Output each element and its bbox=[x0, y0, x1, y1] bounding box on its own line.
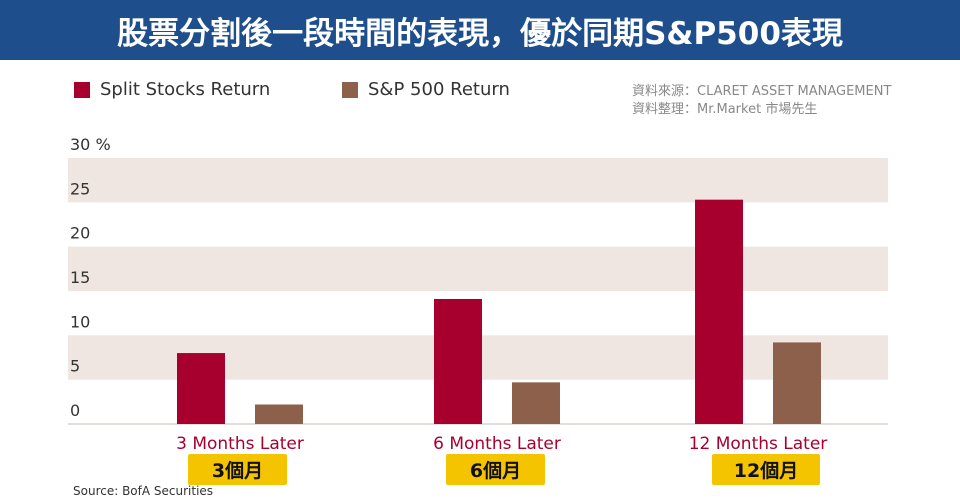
credit-compiler-line: 資料整理：Mr.Market 市場先生 bbox=[632, 102, 818, 117]
legend-item-sp500: S&P 500 Return bbox=[342, 79, 510, 100]
legend-label-split-stocks: Split Stocks Return bbox=[100, 79, 271, 100]
grid-band bbox=[68, 158, 888, 203]
legend-label-sp500: S&P 500 Return bbox=[368, 79, 510, 100]
badge-6-months: 6個月 bbox=[446, 454, 545, 485]
bar-split-stocks bbox=[434, 298, 482, 424]
grid-band bbox=[68, 246, 888, 291]
y-tick-label: 25 bbox=[70, 179, 90, 198]
badge-3-months: 3個月 bbox=[188, 454, 287, 485]
legend-item-split-stocks: Split Stocks Return bbox=[74, 79, 270, 100]
source-note: Source: BofA Securities bbox=[73, 484, 214, 498]
bar-sp500 bbox=[512, 382, 560, 424]
legend-swatch-sp500 bbox=[342, 81, 358, 98]
y-tick-label: 0 bbox=[70, 401, 80, 420]
bar-split-stocks bbox=[177, 353, 225, 424]
x-category-label: 6 Months Later bbox=[433, 434, 561, 454]
bar-split-stocks bbox=[695, 199, 743, 424]
y-tick-label: 5 bbox=[70, 357, 80, 376]
y-tick-label: 15 bbox=[70, 268, 90, 287]
credit-source-line: 資料來源：CLARET ASSET MANAGEMENT bbox=[632, 84, 892, 99]
y-tick-label: 20 bbox=[70, 224, 90, 243]
bar-sp500 bbox=[773, 342, 821, 424]
x-category-label: 3 Months Later bbox=[176, 434, 304, 454]
y-tick-label: 10 bbox=[70, 312, 90, 331]
y-tick-label: 30 % bbox=[70, 135, 111, 154]
x-category-label: 12 Months Later bbox=[689, 434, 828, 454]
page-title: 股票分割後一段時間的表現，優於同期S&P500表現 bbox=[117, 15, 843, 52]
title-bar: 股票分割後一段時間的表現，優於同期S&P500表現 bbox=[0, 0, 960, 60]
bar-sp500 bbox=[255, 404, 303, 424]
badge-12-months: 12個月 bbox=[712, 454, 820, 485]
credits: 資料來源：CLARET ASSET MANAGEMENT 資料整理：Mr.Mar… bbox=[632, 83, 891, 119]
legend-swatch-split-stocks bbox=[74, 81, 90, 98]
